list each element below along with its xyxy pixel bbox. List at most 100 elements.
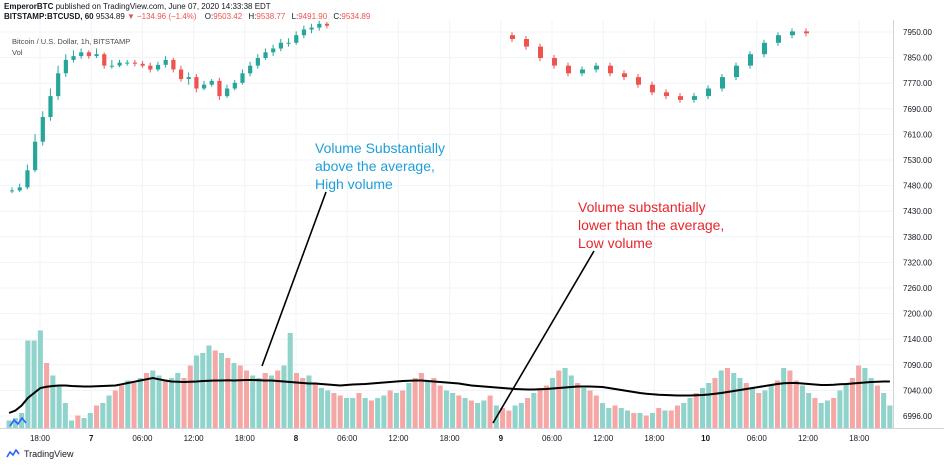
annotation-arrow-low xyxy=(492,250,595,424)
candle-body xyxy=(524,39,529,47)
volume-bar xyxy=(69,420,75,428)
volume-bar xyxy=(287,333,293,428)
volume-bar xyxy=(443,390,449,428)
footer-branding[interactable]: TradingView xyxy=(6,449,74,459)
candle-body xyxy=(552,58,557,66)
author-name[interactable]: EmperorBTC xyxy=(4,2,54,11)
volume-bar xyxy=(312,383,318,428)
candle-body xyxy=(102,54,107,66)
low-value: 9491.90 xyxy=(298,12,328,21)
candle-body xyxy=(10,190,15,192)
candle-body xyxy=(240,73,245,83)
time-tick-label: 12:00 xyxy=(593,434,614,443)
volume-bar xyxy=(56,385,62,428)
time-tick-label: 18:00 xyxy=(644,434,665,443)
volume-bar xyxy=(737,378,743,428)
time-tick-label: 8 xyxy=(294,434,299,443)
volume-bars xyxy=(6,330,893,428)
volume-bar xyxy=(712,378,718,428)
annotation-low-line-3: Low volume xyxy=(578,235,653,251)
volume-bar xyxy=(731,373,737,428)
candle-body xyxy=(56,73,61,97)
last-price: 9534.89 xyxy=(95,12,125,21)
tradingview-logo-icon xyxy=(6,449,20,458)
volume-bar xyxy=(125,380,131,428)
candle-body xyxy=(40,117,45,142)
volume-bar xyxy=(62,403,68,428)
volume-bar xyxy=(337,395,343,428)
volume-bar xyxy=(468,400,474,428)
volume-bar xyxy=(268,375,274,428)
candle-body xyxy=(171,59,176,70)
candle-body xyxy=(594,65,599,70)
volume-bar xyxy=(525,398,531,428)
time-tick-label: 18:00 xyxy=(849,434,870,443)
volume-bar xyxy=(743,383,749,428)
volume-bar xyxy=(44,363,50,428)
volume-bar xyxy=(843,383,849,428)
volume-bar xyxy=(412,378,418,428)
candle-body xyxy=(86,52,91,57)
annotation-high-line-2: above the average, xyxy=(315,158,435,174)
volume-bar xyxy=(656,408,662,428)
high-key: H: xyxy=(248,12,257,21)
volume-bar xyxy=(618,408,624,428)
volume-bar xyxy=(106,395,112,428)
price-tick-label: 7530.00 xyxy=(903,156,932,165)
volume-bar xyxy=(643,415,649,428)
candle-body xyxy=(263,52,268,58)
candle-body xyxy=(186,77,191,79)
price-axis[interactable]: 7950.00 7850.00 7770.00 7690.00 7610.00 7530.… xyxy=(903,28,932,421)
close-key: C: xyxy=(333,12,342,21)
volume-bar xyxy=(749,388,755,428)
candle-body xyxy=(163,59,168,65)
volume-bar xyxy=(243,370,250,428)
price-tick-label: 7950.00 xyxy=(903,28,932,37)
time-tick-label: 06:00 xyxy=(337,434,358,443)
candle-body xyxy=(48,96,53,117)
volume-bar xyxy=(25,340,31,428)
volume-bar xyxy=(206,345,212,428)
time-tick-label: 12:00 xyxy=(388,434,409,443)
volume-bar xyxy=(144,373,150,428)
volume-bar xyxy=(600,403,606,428)
volume-bar xyxy=(437,385,443,428)
volume-bar xyxy=(300,378,306,428)
volume-bar xyxy=(381,395,387,428)
candle-body xyxy=(109,65,115,67)
candle-body xyxy=(132,62,138,64)
annotation-high-line-3: High volume xyxy=(315,176,393,192)
candle-body xyxy=(776,35,781,43)
volume-bar xyxy=(262,373,268,428)
volume-bar xyxy=(362,398,368,428)
candle-body xyxy=(762,42,767,55)
time-tick-label: 06:00 xyxy=(132,434,153,443)
candle-body xyxy=(636,77,641,85)
volume-bar xyxy=(325,390,331,428)
volume-bar xyxy=(81,418,87,428)
candle-body xyxy=(301,29,307,36)
volume-bar xyxy=(568,375,574,428)
candle-body xyxy=(117,62,122,66)
volume-bar xyxy=(193,355,200,428)
volume-bar xyxy=(612,405,618,428)
time-tick-label: 06:00 xyxy=(747,434,768,443)
volume-bar xyxy=(649,413,656,428)
volume-bar xyxy=(724,368,730,428)
volume-bar xyxy=(175,373,181,428)
time-tick-label: 18:00 xyxy=(440,434,461,443)
volume-bar xyxy=(131,383,137,428)
volume-bar xyxy=(587,390,593,428)
open-key: O: xyxy=(204,12,214,21)
volume-bar xyxy=(225,358,231,428)
candle-body xyxy=(33,141,38,171)
close-value: 9534.89 xyxy=(341,12,371,21)
price-tick-label: 7380.00 xyxy=(903,233,932,242)
volume-bar xyxy=(837,390,843,428)
volume-bar xyxy=(431,378,437,428)
volume-bar xyxy=(762,390,768,428)
time-axis[interactable]: 18:00 7 06:00 12:00 18:00 8 06:00 12:00 18:00 9 06… xyxy=(30,434,870,443)
volume-bar xyxy=(406,383,412,428)
time-tick-label: 10 xyxy=(701,434,710,443)
